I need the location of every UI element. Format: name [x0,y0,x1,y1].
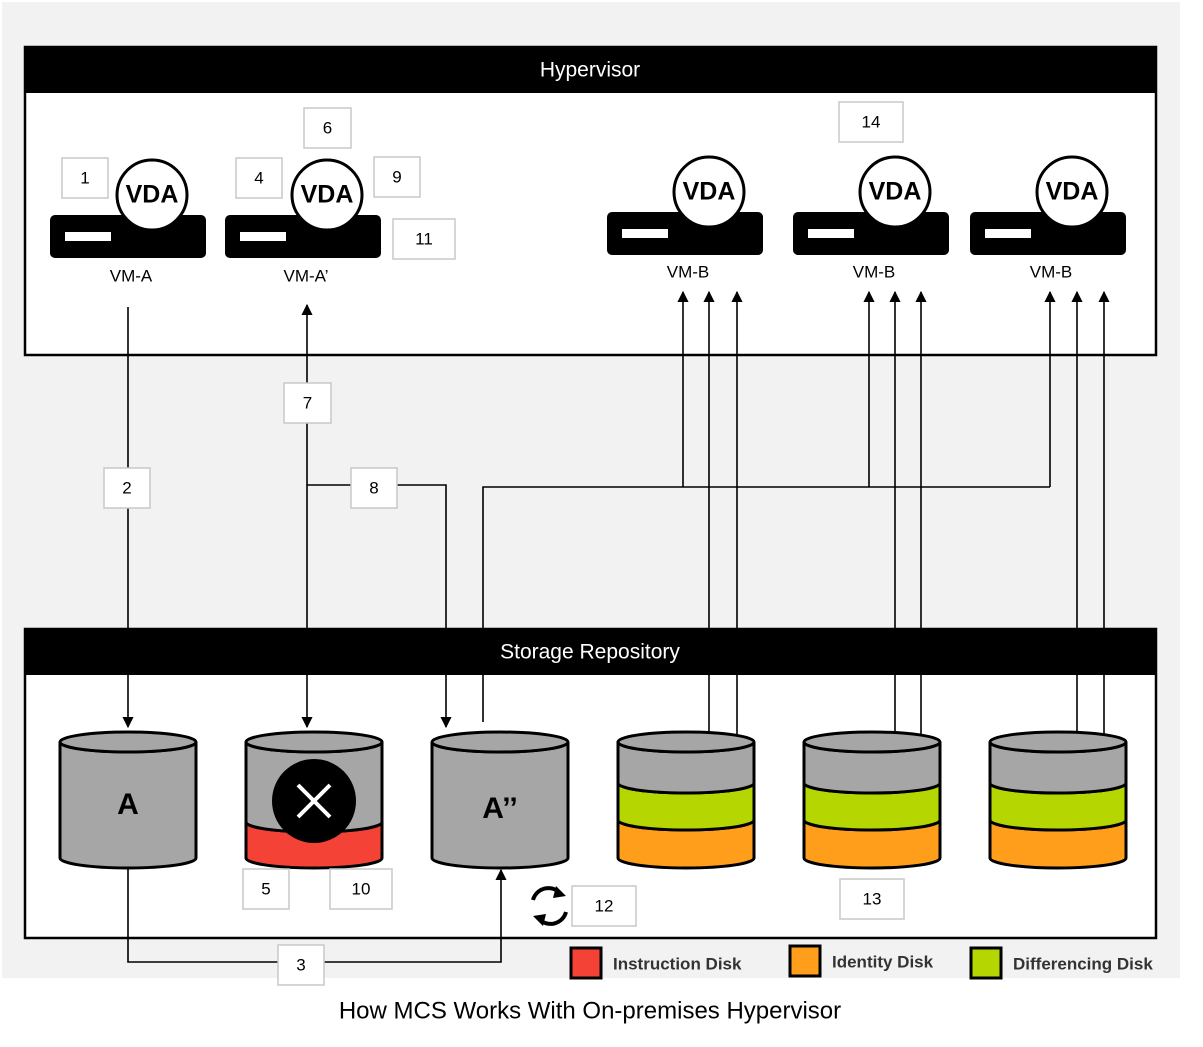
vm-label: VM-A’ [283,266,328,285]
disk-label: A’’ [482,792,518,825]
step-number: 13 [863,889,882,908]
vm-slot [622,229,668,238]
step-number: 14 [862,112,881,131]
vm-slot [808,229,854,238]
vda-circle [672,155,746,229]
disk-top [430,730,570,754]
legend-swatch [569,946,603,980]
step-box [838,101,904,143]
legend-label: Identity Disk [832,952,934,971]
vm-slot [65,232,111,241]
step-number: 1 [80,168,89,187]
disk-top [244,730,384,754]
step-box [303,107,352,149]
vda-badge: VDA [1046,178,1099,206]
vda-badge: VDA [301,181,354,209]
hypervisor-header [25,47,1156,93]
storage-header [25,629,1156,675]
step-number: 8 [369,478,378,497]
step-box [329,868,393,910]
storage-title: Storage Repository [500,641,680,664]
step-box [283,382,332,424]
step-box [235,157,283,199]
disk-top [802,730,942,754]
step-number: 10 [352,879,371,898]
vm-label: VM-B [853,262,896,281]
legend-label: Instruction Disk [613,954,742,973]
hypervisor-box [23,45,1158,357]
step-box [350,467,398,509]
step-number: 11 [415,229,433,248]
disk-top [58,730,198,754]
disk-top [988,730,1128,754]
delete-x [296,783,332,819]
step-box [103,467,151,509]
step-box [61,157,109,199]
vda-badge: VDA [683,178,736,206]
step-number: 4 [254,168,263,187]
step-number: 12 [595,896,614,915]
disk-label: A [117,788,139,821]
disk-top [616,730,756,754]
step-number: 2 [122,478,131,497]
step-box [839,878,905,920]
step-number: 6 [323,118,332,137]
vda-circle [290,158,364,232]
content: VDA VM-A VDA VM-A’ VDA VM-B VDA VM-B VDA VM-B A A’’… [50,101,1153,986]
hypervisor-title: Hypervisor [540,59,640,82]
legend-swatch [788,944,822,978]
step-box [571,885,637,927]
vm-slot [985,229,1031,238]
caption: How MCS Works With On-premises Hyperviso… [339,997,841,1024]
vda-circle [858,155,932,229]
step-box [373,156,421,198]
vm-label: VM-B [1030,262,1073,281]
vda-circle [115,158,189,232]
step-box [392,218,456,260]
vda-circle [1035,155,1109,229]
vm-slot [240,232,286,241]
vm-label: VM-A [110,266,153,285]
step-number: 3 [296,955,305,974]
step-number: 7 [303,393,312,412]
legend-swatch [969,946,1003,980]
connector [482,486,1050,722]
legend-label: Differencing Disk [1013,954,1153,973]
vm-label: VM-B [667,262,710,281]
step-box [277,944,325,986]
vda-badge: VDA [126,181,179,209]
refresh-head [533,886,566,926]
step-number: 5 [261,879,270,898]
vda-badge: VDA [869,178,922,206]
step-number: 9 [392,167,401,186]
step-box [242,868,290,910]
